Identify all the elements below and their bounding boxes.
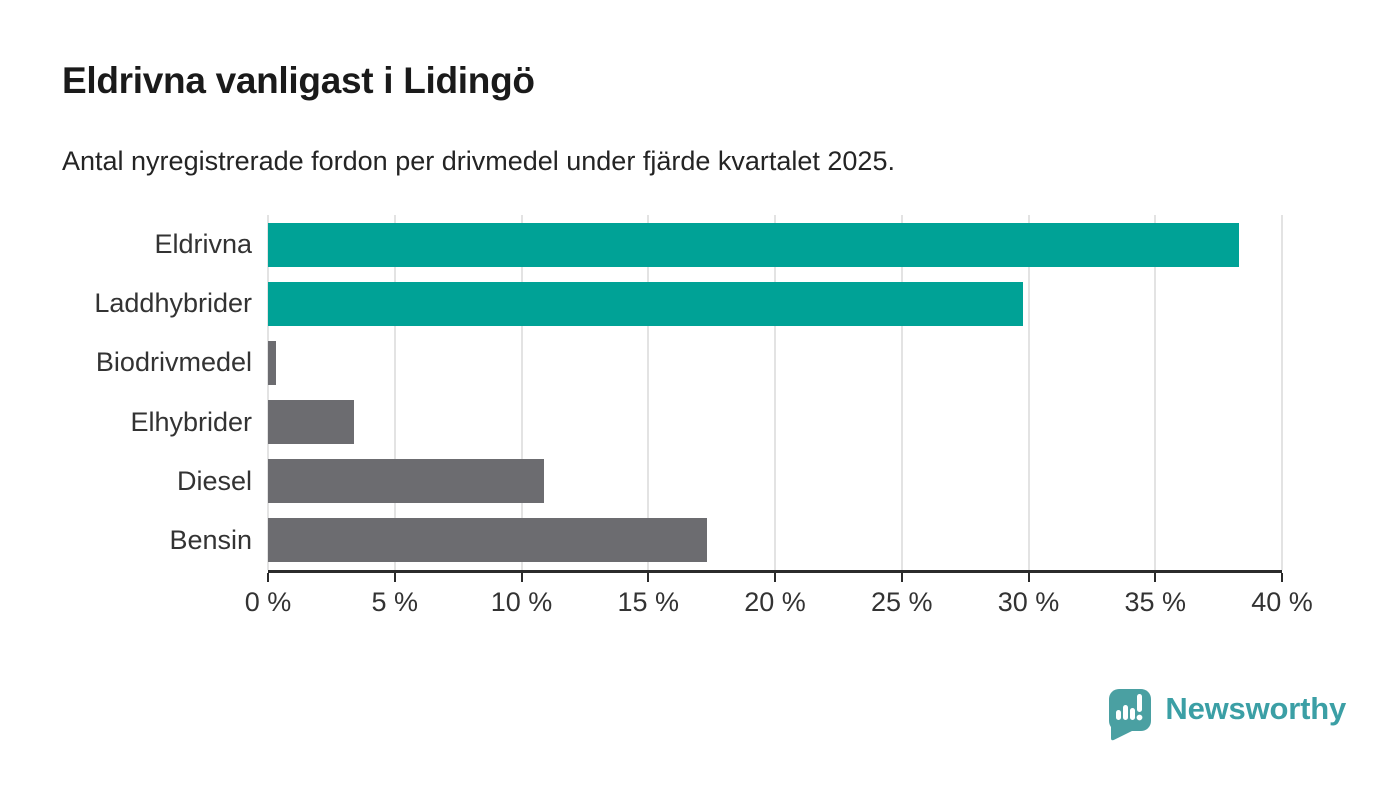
axis-tick-label: 25 % xyxy=(870,587,933,617)
category-label: Diesel xyxy=(176,465,252,496)
axis-tick-label: 20 % xyxy=(744,587,806,617)
axis-tick xyxy=(267,573,269,582)
plot-area xyxy=(267,215,1283,573)
category-label: Bensin xyxy=(169,524,252,555)
gridline xyxy=(1027,215,1030,570)
axis-tick xyxy=(774,573,776,582)
chart-title: Eldrivna vanligast i Lidingö xyxy=(62,60,535,101)
category-label: Laddhybrider xyxy=(94,288,252,319)
brand-name: Newsworthy xyxy=(1165,691,1346,726)
gridline xyxy=(1154,215,1157,570)
axis-tick xyxy=(1281,573,1283,582)
axis-tick-label: 10 % xyxy=(490,587,553,617)
newsworthy-logo: Newsworthy xyxy=(1106,686,1346,743)
newsworthy-pin-chart-icon xyxy=(1109,689,1152,741)
axis-tick-label: 5 % xyxy=(371,587,419,617)
gridline xyxy=(520,215,523,570)
gridline xyxy=(647,215,650,570)
gridline xyxy=(1281,215,1283,570)
bar-eldrivna xyxy=(268,222,1239,267)
bar-chart: Eldrivna Laddhybrider Biodrivmedel Elhybrid… xyxy=(0,215,1400,635)
axis-tick-label: 0 % xyxy=(244,587,292,617)
axis-tick-label: 35 % xyxy=(1124,587,1187,617)
bar-biodrivmedel xyxy=(268,340,276,385)
axis-tick xyxy=(647,573,650,582)
category-label: Biodrivmedel xyxy=(95,347,252,378)
gridline xyxy=(774,215,776,570)
axis-tick xyxy=(520,573,523,582)
bar-bensin xyxy=(268,518,707,563)
category-label: Eldrivna xyxy=(154,229,252,259)
axis-tick xyxy=(1027,573,1030,582)
x-axis: 0 % 5 % 10 % 15 % 20 % 25 % 30 % 35 % 40 % xyxy=(245,573,1313,633)
axis-tick-label: 40 % xyxy=(1251,587,1313,617)
axis-tick xyxy=(1154,573,1157,582)
gridline xyxy=(393,215,396,570)
bar-elhybrider xyxy=(268,400,355,445)
axis-tick xyxy=(900,573,903,582)
category-labels: Eldrivna Laddhybrider Biodrivmedel Elhybrid… xyxy=(0,215,252,570)
category-label: Elhybrider xyxy=(130,406,252,437)
gridline xyxy=(267,215,269,570)
axis-tick-label: 15 % xyxy=(617,587,680,617)
axis-tick xyxy=(393,573,396,582)
axis-tick-label: 30 % xyxy=(997,587,1060,617)
bar-laddhybrider xyxy=(268,281,1024,326)
bar-diesel xyxy=(268,459,545,504)
gridline xyxy=(900,215,903,570)
chart-subtitle: Antal nyregistrerade fordon per drivmede… xyxy=(62,146,895,176)
